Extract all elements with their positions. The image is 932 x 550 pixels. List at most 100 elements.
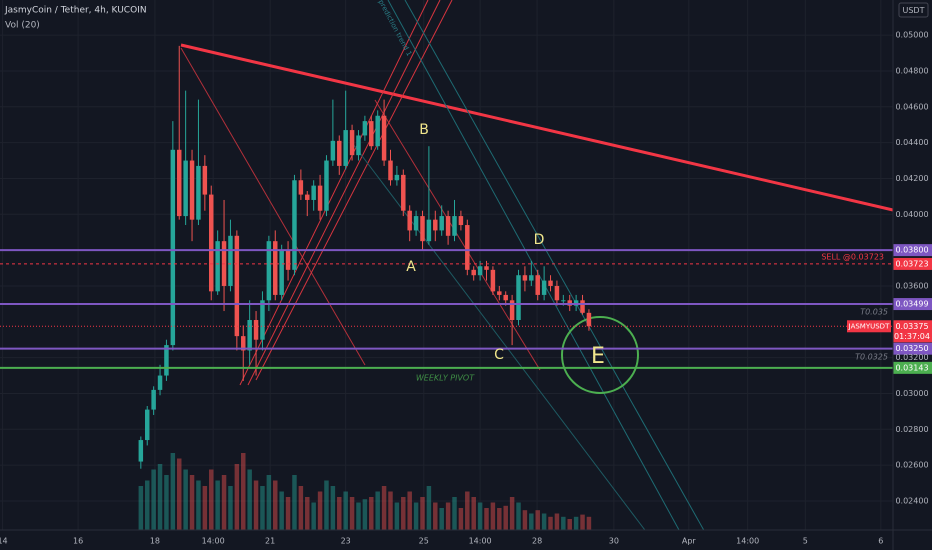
candle-body (548, 280, 553, 286)
volume-bar (452, 497, 457, 530)
volume-bar (497, 508, 502, 530)
volume-bar (516, 502, 521, 530)
candle-body (266, 241, 272, 301)
candle-body (413, 216, 419, 231)
candle-body (465, 225, 470, 270)
volume-bar (253, 480, 259, 530)
volume-bar (401, 497, 406, 530)
volume-bar (381, 486, 387, 530)
countdown: 01:37:04 (894, 332, 930, 341)
volume-bar (420, 497, 425, 530)
candle-body (573, 300, 579, 306)
volume-bar (477, 502, 483, 530)
channel-line (180, 47, 366, 366)
candle-body (490, 269, 496, 292)
candle-body (554, 285, 560, 301)
y-tick-label: 0.04600 (895, 102, 928, 111)
candle-body (279, 250, 284, 295)
candle-body (516, 275, 521, 321)
level-text: T0.0325 (855, 353, 888, 362)
volume-bar (330, 486, 336, 530)
volume-bar (305, 497, 310, 530)
candle-body (381, 115, 387, 161)
candle-body (196, 165, 201, 220)
candle-body (541, 280, 547, 295)
x-tick-label: 25 (419, 537, 429, 546)
volume-bar (522, 510, 528, 530)
trendline (180, 43, 893, 212)
symbol-label: JASMYUSDT (848, 322, 890, 330)
volume-bar (407, 491, 412, 530)
y-tick-label: 0.05000 (895, 31, 928, 40)
candle-body (580, 300, 585, 313)
y-tick-label: 0.02400 (895, 496, 928, 505)
y-tick-label: 0.04800 (895, 66, 928, 75)
candle-body (285, 250, 291, 270)
volume-bar (586, 516, 592, 530)
volume-bar (445, 502, 451, 530)
volume-bar (567, 519, 572, 530)
candle-body (477, 266, 483, 276)
candle-body (234, 235, 240, 337)
candle-body (388, 160, 393, 181)
levels: 0.03800 0.03723 0.03499 0.03250 0.03143 JASMY… (0, 244, 932, 374)
candle-body (356, 135, 361, 156)
annotations: A B C D E SELL @0.03723 T0.035 T0.0325 W… (4, 2, 929, 383)
volume-bar (209, 469, 214, 530)
volume-bar (458, 508, 464, 530)
candle-body (253, 320, 259, 340)
level-price-label: 0.03143 (895, 363, 928, 372)
x-tick-label: 14:00 (202, 537, 225, 546)
candle-body (529, 275, 534, 281)
candle-body (369, 121, 374, 147)
volume-bar (529, 513, 534, 530)
level-text: SELL @0.03723 (821, 253, 884, 262)
volume-bar (369, 497, 374, 530)
volume-bar (164, 475, 169, 530)
level-price-label: 0.03800 (895, 246, 928, 255)
x-tick-label: 16 (73, 537, 83, 546)
volume-bar (234, 464, 240, 530)
y-tick-label: 0.03600 (895, 281, 928, 290)
volume-bar (279, 491, 284, 530)
symbol-box (847, 320, 891, 333)
indicator-label: Vol (20) (5, 21, 40, 31)
candle-body (471, 269, 476, 276)
channel-line (247, 0, 441, 386)
volume-bar (138, 486, 144, 530)
volume-bar (554, 513, 560, 530)
volume-bar (426, 486, 432, 530)
volume-bar (433, 502, 438, 530)
candle-body (164, 345, 169, 376)
candle-body (394, 174, 400, 181)
volume-bar (221, 475, 227, 530)
volume-bar (151, 469, 156, 530)
prediction-line (387, 0, 680, 530)
candle-body (298, 180, 304, 195)
candle-body (138, 440, 144, 462)
x-tick-label: Apr (682, 537, 697, 546)
volume-bar (503, 505, 508, 530)
x-tick-label: 14:00 (469, 537, 492, 546)
volume-bar (228, 486, 233, 530)
volume-bar (285, 497, 291, 530)
x-tick-label: 28 (532, 537, 542, 546)
candle-body (157, 375, 163, 390)
candle-body (401, 174, 406, 211)
candle-body (273, 241, 278, 295)
candle-body (151, 389, 156, 410)
volume-bar (273, 480, 278, 530)
volume-bar (157, 464, 163, 530)
candle-body (407, 210, 412, 231)
volume-bar (343, 491, 348, 530)
candle-body (337, 140, 342, 166)
volume-bar (375, 491, 380, 530)
volume-bar (260, 486, 265, 530)
volume-bar (292, 475, 297, 530)
level-price-label: 0.03723 (895, 259, 928, 268)
candle-body (215, 241, 220, 292)
candle-body (420, 216, 425, 242)
level-price-box (893, 244, 932, 257)
